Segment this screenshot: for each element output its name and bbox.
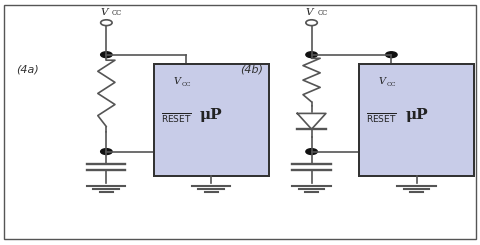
Text: V: V [305,8,313,17]
Text: (4b): (4b) [240,64,263,74]
Text: μP: μP [405,108,428,122]
Circle shape [101,52,112,58]
Text: CC: CC [112,9,122,17]
Circle shape [306,149,317,155]
Text: V: V [100,8,108,17]
Bar [154,64,269,176]
Polygon shape [297,113,326,129]
Text: CC: CC [317,9,327,17]
Text: (4a): (4a) [16,64,38,74]
Text: V: V [173,77,180,86]
Text: CC: CC [386,82,396,87]
Text: CC: CC [181,82,191,87]
Circle shape [385,52,397,58]
Text: V: V [378,77,385,86]
Text: $\overline{\mathrm{RESET}}$: $\overline{\mathrm{RESET}}$ [366,111,397,125]
Circle shape [101,149,112,155]
Text: μP: μP [200,108,223,122]
Text: $\overline{\mathrm{RESET}}$: $\overline{\mathrm{RESET}}$ [161,111,192,125]
Bar [360,64,474,176]
Circle shape [306,52,317,58]
